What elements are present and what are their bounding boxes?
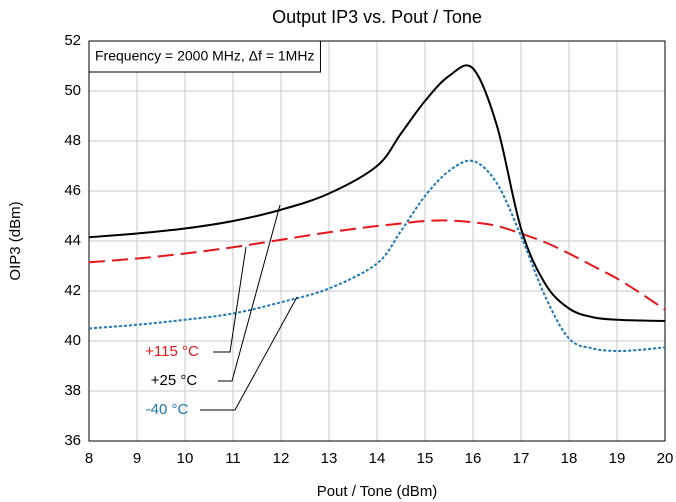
- y-tick-label: 36: [64, 432, 81, 449]
- leader-line: [213, 246, 247, 353]
- y-tick-label: 52: [64, 32, 81, 49]
- leader-line: [218, 204, 281, 382]
- x-tick-label: 13: [321, 450, 338, 467]
- x-tick-label: 12: [273, 450, 290, 467]
- annotation: Frequency = 2000 MHz, Δf = 1MHz: [95, 48, 314, 64]
- series-label: +115 °C: [145, 343, 199, 360]
- y-tick-label: 40: [64, 332, 81, 349]
- series-line: [88, 64, 666, 322]
- x-tick-label: 20: [657, 450, 674, 467]
- x-tick-label: 16: [465, 450, 482, 467]
- series-line: [88, 219, 666, 311]
- x-tick-label: 9: [133, 450, 141, 467]
- series-label: -40 °C: [146, 401, 189, 418]
- x-tick-label: 15: [417, 450, 434, 467]
- leader-line: [200, 296, 298, 411]
- plot-frame: [88, 40, 666, 442]
- leader-lines: [200, 204, 298, 411]
- x-tick-label: 17: [513, 450, 530, 467]
- y-tick-label: 42: [64, 282, 81, 299]
- x-tick-label: 19: [609, 450, 626, 467]
- x-tick-label: 11: [225, 450, 241, 467]
- y-tick-label: 44: [64, 232, 81, 249]
- x-axis-label: Pout / Tone (dBm): [317, 483, 438, 500]
- x-tick-label: 14: [369, 450, 386, 467]
- series-label: +25 °C: [151, 372, 198, 389]
- x-tick-label: 10: [177, 450, 194, 467]
- y-tick-label: 50: [64, 82, 81, 99]
- y-tick-label: 48: [64, 132, 81, 149]
- y-axis-label: OIP3 (dBm): [7, 201, 24, 280]
- y-tick-label: 46: [64, 182, 81, 199]
- x-tick-label: 8: [85, 450, 93, 467]
- y-tick-label: 38: [64, 382, 81, 399]
- x-tick-label: 18: [561, 450, 578, 467]
- chart-title: Output IP3 vs. Pout / Tone: [272, 7, 482, 27]
- annotation-box: [88, 40, 321, 73]
- series-line: [88, 159, 666, 353]
